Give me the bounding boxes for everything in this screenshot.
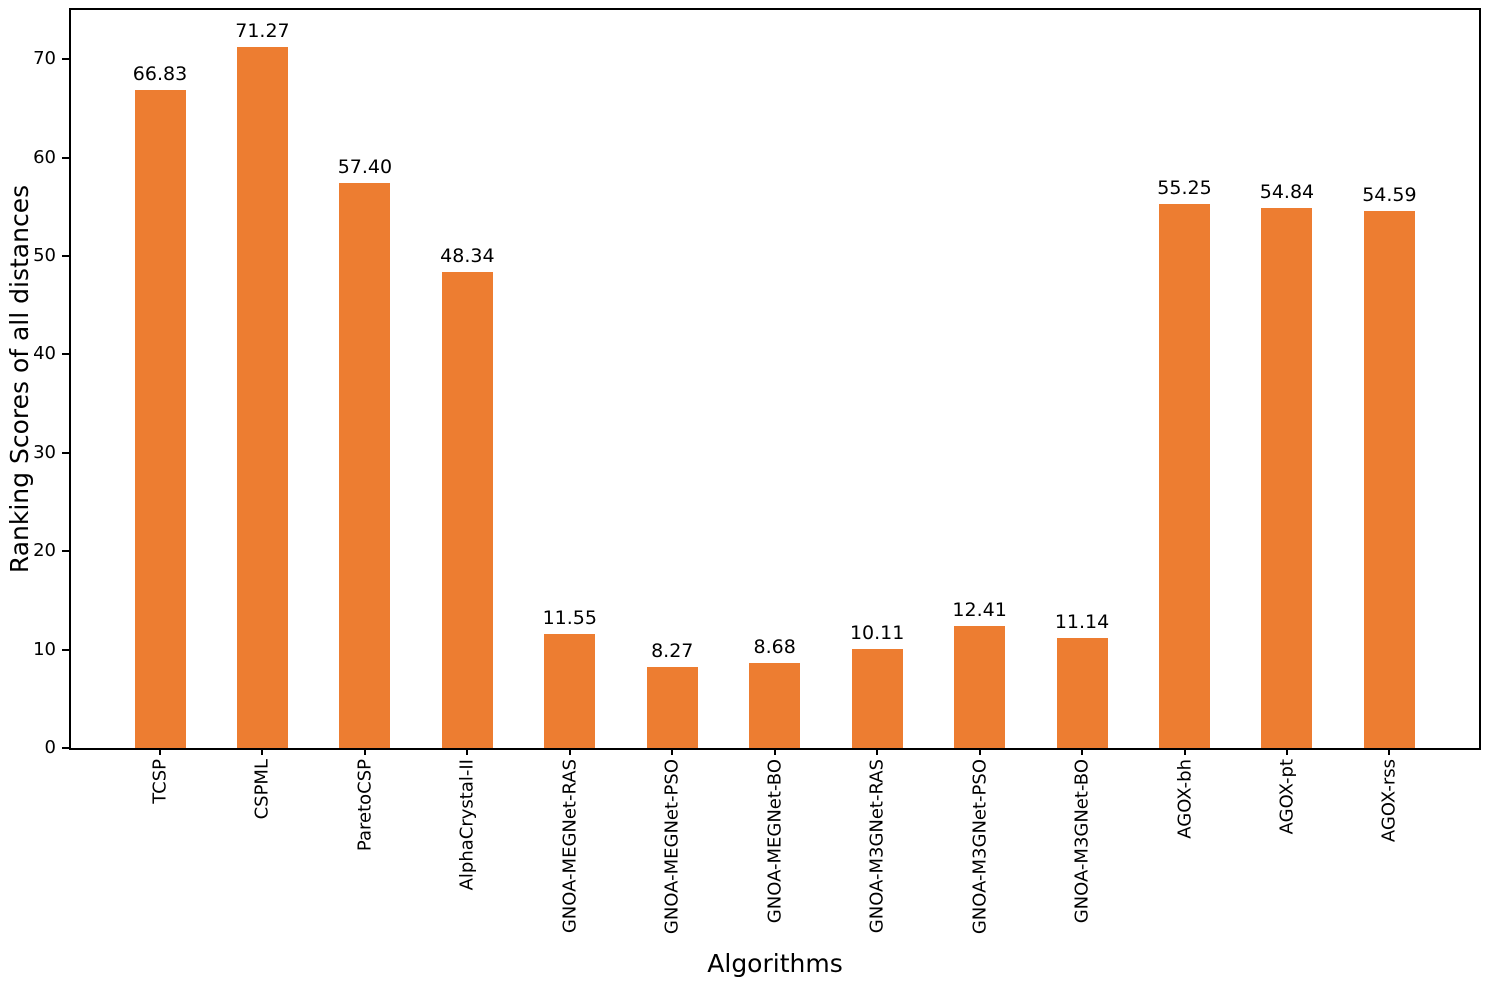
bar	[339, 183, 391, 748]
x-tick-label: GNOA-M3GNet-BO	[1071, 759, 1093, 924]
y-tick-mark	[62, 451, 69, 454]
x-tick-mark	[159, 748, 161, 755]
x-tick-mark	[876, 748, 879, 755]
y-tick-label: 70	[33, 48, 56, 70]
x-tick-mark	[978, 748, 981, 755]
bar	[954, 625, 1006, 748]
x-tick-label: AGOX-rss	[1378, 759, 1400, 843]
x-tick-mark	[1285, 748, 1288, 755]
x-tick-mark	[773, 748, 776, 755]
x-tick-mark	[1081, 748, 1084, 755]
x-tick-mark	[1388, 748, 1391, 755]
y-tick-mark	[62, 58, 69, 61]
bar	[1056, 638, 1108, 748]
x-tick-label: GNOA-MEGNet-RAS	[559, 759, 581, 934]
y-tick-mark	[62, 353, 69, 356]
y-tick-label: 40	[33, 343, 56, 365]
y-tick-label: 50	[33, 245, 56, 266]
bar	[646, 666, 698, 748]
y-tick-mark	[62, 156, 69, 159]
bar-value-label: 11.14	[1054, 611, 1110, 634]
plot-area	[69, 8, 1481, 750]
y-tick-label: 0	[44, 737, 56, 758]
x-axis-label: Algorithms	[707, 949, 843, 978]
y-axis-label: Ranking Scores of all distances	[5, 184, 34, 574]
bar-value-label: 12.41	[952, 598, 1007, 621]
x-tick-label: TCSP	[149, 759, 171, 804]
x-tick-mark	[261, 748, 264, 755]
x-tick-mark	[466, 748, 469, 755]
x-tick-label: GNOA-MEGNet-BO	[764, 759, 786, 924]
y-tick-label: 20	[33, 540, 56, 562]
bar-value-label: 71.27	[235, 19, 290, 42]
x-tick-mark	[363, 748, 366, 755]
x-tick-label: AGOX-bh	[1174, 759, 1195, 839]
bar-value-label: 57.40	[337, 156, 393, 179]
bar-value-label: 55.25	[1157, 177, 1212, 200]
x-tick-label: CSPML	[251, 759, 273, 820]
x-tick-mark	[568, 748, 571, 755]
bar-value-label: 66.83	[132, 63, 188, 86]
bar	[1159, 204, 1210, 748]
bar	[441, 272, 493, 748]
bar	[544, 634, 596, 748]
y-tick-label: 30	[33, 441, 56, 463]
bar	[851, 648, 903, 748]
bar-value-label: 10.11	[849, 621, 905, 644]
y-tick-mark	[62, 648, 69, 651]
y-tick-mark	[62, 550, 69, 553]
x-tick-mark	[671, 748, 674, 755]
y-tick-label: 10	[33, 638, 56, 660]
bar-value-label: 8.68	[753, 635, 796, 658]
x-tick-label: GNOA-MEGNet-PSO	[661, 759, 683, 935]
bar	[236, 46, 288, 748]
bar-value-label: 54.59	[1362, 183, 1417, 206]
bar	[1363, 210, 1415, 748]
bar-value-label: 11.55	[542, 607, 597, 630]
y-tick-mark	[62, 255, 69, 257]
x-tick-label: AGOX-pt	[1276, 759, 1298, 835]
bar	[1261, 208, 1313, 748]
bar	[134, 90, 186, 748]
bar-value-label: 48.34	[440, 245, 495, 268]
y-tick-label: 60	[33, 146, 56, 168]
x-tick-label: GNOA-M3GNet-PSO	[969, 759, 991, 935]
x-tick-mark	[1183, 748, 1186, 755]
x-tick-label: AlphaCrystal-II	[456, 759, 478, 891]
x-tick-label: GNOA-M3GNet-RAS	[866, 759, 888, 934]
bar-value-label: 8.27	[651, 639, 694, 662]
bar	[749, 662, 801, 748]
bar-value-label: 54.84	[1259, 181, 1315, 204]
y-tick-mark	[62, 747, 69, 749]
x-tick-label: ParetoCSP	[354, 759, 376, 852]
